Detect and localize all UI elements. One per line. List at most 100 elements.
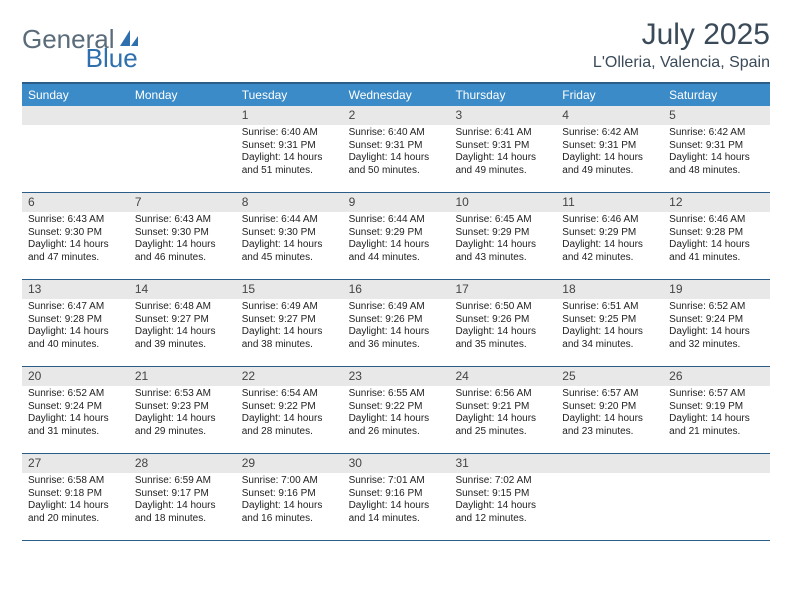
day-cell: 4Sunrise: 6:42 AMSunset: 9:31 PMDaylight… <box>556 106 663 192</box>
day-cell: 24Sunrise: 6:56 AMSunset: 9:21 PMDayligh… <box>449 367 556 453</box>
day-cell: 17Sunrise: 6:50 AMSunset: 9:26 PMDayligh… <box>449 280 556 366</box>
day-cell: 22Sunrise: 6:54 AMSunset: 9:22 PMDayligh… <box>236 367 343 453</box>
day-cell: 19Sunrise: 6:52 AMSunset: 9:24 PMDayligh… <box>663 280 770 366</box>
day-number: 4 <box>556 106 663 125</box>
day-number: 11 <box>556 193 663 212</box>
day-number: 19 <box>663 280 770 299</box>
day-number: 29 <box>236 454 343 473</box>
day-body: Sunrise: 6:55 AMSunset: 9:22 PMDaylight:… <box>343 386 450 442</box>
day-body: Sunrise: 6:44 AMSunset: 9:29 PMDaylight:… <box>343 212 450 268</box>
day-body: Sunrise: 6:45 AMSunset: 9:29 PMDaylight:… <box>449 212 556 268</box>
day-cell: 1Sunrise: 6:40 AMSunset: 9:31 PMDaylight… <box>236 106 343 192</box>
weekday-thu: Thursday <box>449 84 556 106</box>
day-cell <box>556 454 663 540</box>
day-body: Sunrise: 6:58 AMSunset: 9:18 PMDaylight:… <box>22 473 129 529</box>
day-number: 27 <box>22 454 129 473</box>
weekday-mon: Monday <box>129 84 236 106</box>
day-body: Sunrise: 6:50 AMSunset: 9:26 PMDaylight:… <box>449 299 556 355</box>
day-body: Sunrise: 6:59 AMSunset: 9:17 PMDaylight:… <box>129 473 236 529</box>
day-cell: 13Sunrise: 6:47 AMSunset: 9:28 PMDayligh… <box>22 280 129 366</box>
day-cell: 25Sunrise: 6:57 AMSunset: 9:20 PMDayligh… <box>556 367 663 453</box>
weekday-sat: Saturday <box>663 84 770 106</box>
day-cell: 29Sunrise: 7:00 AMSunset: 9:16 PMDayligh… <box>236 454 343 540</box>
day-body: Sunrise: 6:51 AMSunset: 9:25 PMDaylight:… <box>556 299 663 355</box>
weekday-sun: Sunday <box>22 84 129 106</box>
month-title: July 2025 <box>593 18 770 52</box>
weekday-tue: Tuesday <box>236 84 343 106</box>
day-number: 13 <box>22 280 129 299</box>
day-number: 10 <box>449 193 556 212</box>
day-cell: 5Sunrise: 6:42 AMSunset: 9:31 PMDaylight… <box>663 106 770 192</box>
day-body: Sunrise: 6:52 AMSunset: 9:24 PMDaylight:… <box>663 299 770 355</box>
day-body: Sunrise: 6:53 AMSunset: 9:23 PMDaylight:… <box>129 386 236 442</box>
day-body: Sunrise: 7:01 AMSunset: 9:16 PMDaylight:… <box>343 473 450 529</box>
week-row: 1Sunrise: 6:40 AMSunset: 9:31 PMDaylight… <box>22 106 770 193</box>
day-number: 6 <box>22 193 129 212</box>
day-body: Sunrise: 6:47 AMSunset: 9:28 PMDaylight:… <box>22 299 129 355</box>
day-number: 12 <box>663 193 770 212</box>
calendar-grid: 1Sunrise: 6:40 AMSunset: 9:31 PMDaylight… <box>22 106 770 541</box>
day-body: Sunrise: 6:49 AMSunset: 9:27 PMDaylight:… <box>236 299 343 355</box>
day-cell: 18Sunrise: 6:51 AMSunset: 9:25 PMDayligh… <box>556 280 663 366</box>
day-cell: 20Sunrise: 6:52 AMSunset: 9:24 PMDayligh… <box>22 367 129 453</box>
day-body: Sunrise: 6:56 AMSunset: 9:21 PMDaylight:… <box>449 386 556 442</box>
day-body: Sunrise: 6:43 AMSunset: 9:30 PMDaylight:… <box>22 212 129 268</box>
day-cell <box>663 454 770 540</box>
day-number: 3 <box>449 106 556 125</box>
day-cell: 30Sunrise: 7:01 AMSunset: 9:16 PMDayligh… <box>343 454 450 540</box>
day-number: 16 <box>343 280 450 299</box>
day-number: 28 <box>129 454 236 473</box>
day-body: Sunrise: 6:42 AMSunset: 9:31 PMDaylight:… <box>663 125 770 181</box>
day-number: 14 <box>129 280 236 299</box>
day-body: Sunrise: 7:02 AMSunset: 9:15 PMDaylight:… <box>449 473 556 529</box>
day-cell: 3Sunrise: 6:41 AMSunset: 9:31 PMDaylight… <box>449 106 556 192</box>
weekday-wed: Wednesday <box>343 84 450 106</box>
day-number: 1 <box>236 106 343 125</box>
day-body: Sunrise: 6:57 AMSunset: 9:19 PMDaylight:… <box>663 386 770 442</box>
day-body: Sunrise: 6:40 AMSunset: 9:31 PMDaylight:… <box>343 125 450 181</box>
day-cell: 26Sunrise: 6:57 AMSunset: 9:19 PMDayligh… <box>663 367 770 453</box>
day-cell: 14Sunrise: 6:48 AMSunset: 9:27 PMDayligh… <box>129 280 236 366</box>
day-number: 18 <box>556 280 663 299</box>
day-cell: 7Sunrise: 6:43 AMSunset: 9:30 PMDaylight… <box>129 193 236 279</box>
day-cell <box>129 106 236 192</box>
day-body: Sunrise: 6:48 AMSunset: 9:27 PMDaylight:… <box>129 299 236 355</box>
day-number: 17 <box>449 280 556 299</box>
day-body: Sunrise: 6:42 AMSunset: 9:31 PMDaylight:… <box>556 125 663 181</box>
title-block: July 2025 L'Olleria, Valencia, Spain <box>593 18 770 72</box>
location-text: L'Olleria, Valencia, Spain <box>593 54 770 72</box>
day-number: 24 <box>449 367 556 386</box>
day-body: Sunrise: 6:41 AMSunset: 9:31 PMDaylight:… <box>449 125 556 181</box>
day-cell: 6Sunrise: 6:43 AMSunset: 9:30 PMDaylight… <box>22 193 129 279</box>
day-number: 15 <box>236 280 343 299</box>
day-number: 9 <box>343 193 450 212</box>
day-cell: 9Sunrise: 6:44 AMSunset: 9:29 PMDaylight… <box>343 193 450 279</box>
day-number: 20 <box>22 367 129 386</box>
day-body: Sunrise: 6:40 AMSunset: 9:31 PMDaylight:… <box>236 125 343 181</box>
day-cell: 27Sunrise: 6:58 AMSunset: 9:18 PMDayligh… <box>22 454 129 540</box>
weekday-fri: Friday <box>556 84 663 106</box>
day-number: 31 <box>449 454 556 473</box>
calendar-page: General July 2025 L'Olleria, Valencia, S… <box>0 0 792 541</box>
day-number: 22 <box>236 367 343 386</box>
day-cell: 23Sunrise: 6:55 AMSunset: 9:22 PMDayligh… <box>343 367 450 453</box>
day-cell: 28Sunrise: 6:59 AMSunset: 9:17 PMDayligh… <box>129 454 236 540</box>
week-row: 27Sunrise: 6:58 AMSunset: 9:18 PMDayligh… <box>22 454 770 541</box>
day-number: 21 <box>129 367 236 386</box>
day-body: Sunrise: 6:52 AMSunset: 9:24 PMDaylight:… <box>22 386 129 442</box>
day-number: 8 <box>236 193 343 212</box>
day-cell: 8Sunrise: 6:44 AMSunset: 9:30 PMDaylight… <box>236 193 343 279</box>
week-row: 13Sunrise: 6:47 AMSunset: 9:28 PMDayligh… <box>22 280 770 367</box>
day-body: Sunrise: 6:43 AMSunset: 9:30 PMDaylight:… <box>129 212 236 268</box>
week-row: 6Sunrise: 6:43 AMSunset: 9:30 PMDaylight… <box>22 193 770 280</box>
weekday-header: Sunday Monday Tuesday Wednesday Thursday… <box>22 82 770 106</box>
day-cell: 10Sunrise: 6:45 AMSunset: 9:29 PMDayligh… <box>449 193 556 279</box>
day-body: Sunrise: 6:46 AMSunset: 9:28 PMDaylight:… <box>663 212 770 268</box>
day-cell: 12Sunrise: 6:46 AMSunset: 9:28 PMDayligh… <box>663 193 770 279</box>
day-cell: 21Sunrise: 6:53 AMSunset: 9:23 PMDayligh… <box>129 367 236 453</box>
day-body: Sunrise: 6:44 AMSunset: 9:30 PMDaylight:… <box>236 212 343 268</box>
day-number: 2 <box>343 106 450 125</box>
day-body: Sunrise: 6:46 AMSunset: 9:29 PMDaylight:… <box>556 212 663 268</box>
day-cell: 2Sunrise: 6:40 AMSunset: 9:31 PMDaylight… <box>343 106 450 192</box>
week-row: 20Sunrise: 6:52 AMSunset: 9:24 PMDayligh… <box>22 367 770 454</box>
